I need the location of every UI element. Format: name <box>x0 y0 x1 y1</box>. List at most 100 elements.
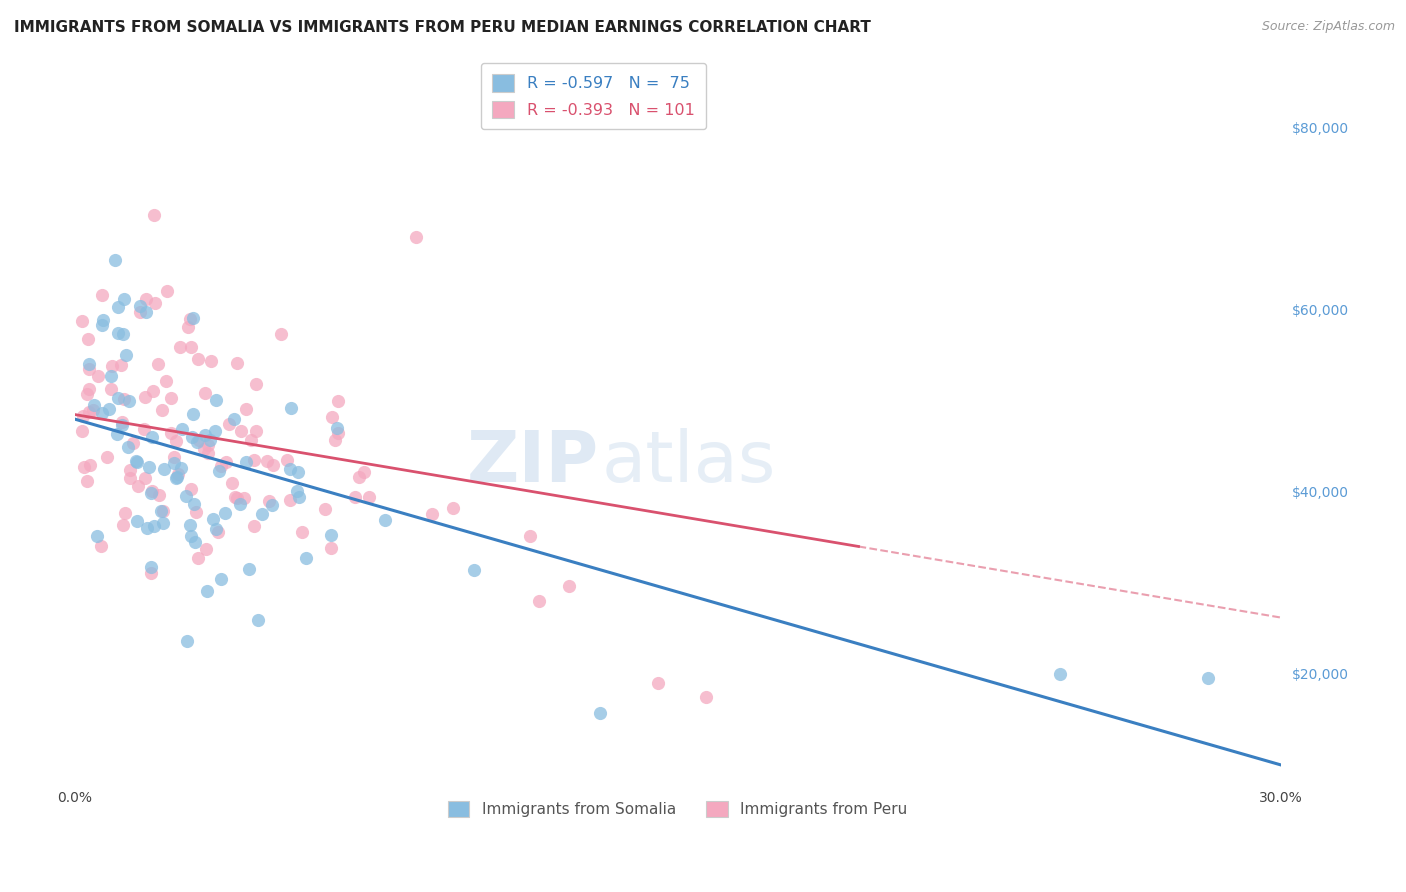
Point <box>205 392 228 407</box>
Point <box>150 403 173 417</box>
Point <box>246 613 269 627</box>
Point <box>77 405 100 419</box>
Point <box>180 482 202 496</box>
Point <box>344 490 367 504</box>
Point <box>150 503 173 517</box>
Point <box>405 230 427 244</box>
Point <box>127 479 149 493</box>
Point <box>90 318 112 332</box>
Point <box>155 374 177 388</box>
Point <box>235 454 257 468</box>
Point <box>160 391 183 405</box>
Point <box>91 312 114 326</box>
Point <box>83 398 105 412</box>
Point <box>229 425 252 439</box>
Point <box>198 434 221 448</box>
Point <box>194 385 217 400</box>
Point <box>1197 672 1219 686</box>
Point <box>347 470 370 484</box>
Point <box>76 387 98 401</box>
Point <box>239 433 262 447</box>
Point <box>207 524 229 539</box>
Point <box>179 312 201 326</box>
Point <box>1049 666 1071 681</box>
Point <box>200 354 222 368</box>
Point <box>143 208 166 222</box>
Point <box>118 393 141 408</box>
Point <box>146 357 169 371</box>
Point <box>107 326 129 340</box>
Point <box>186 505 208 519</box>
Point <box>238 562 260 576</box>
Point <box>359 490 381 504</box>
Point <box>209 572 232 586</box>
Point <box>174 489 197 503</box>
Point <box>176 633 198 648</box>
Point <box>87 368 110 383</box>
Point <box>100 359 122 374</box>
Point <box>142 518 165 533</box>
Point <box>527 594 550 608</box>
Legend: Immigrants from Somalia, Immigrants from Peru: Immigrants from Somalia, Immigrants from… <box>439 791 917 826</box>
Point <box>111 415 134 429</box>
Text: Source: ZipAtlas.com: Source: ZipAtlas.com <box>1261 20 1395 33</box>
Point <box>285 483 308 498</box>
Point <box>256 454 278 468</box>
Point <box>97 401 120 416</box>
Point <box>104 252 127 267</box>
Point <box>374 512 396 526</box>
Point <box>141 559 163 574</box>
Point <box>86 529 108 543</box>
Point <box>276 452 298 467</box>
Point <box>121 436 143 450</box>
Point <box>214 506 236 520</box>
Point <box>695 690 717 704</box>
Point <box>91 407 114 421</box>
Point <box>120 471 142 485</box>
Point <box>197 446 219 460</box>
Point <box>204 424 226 438</box>
Point <box>233 491 256 505</box>
Point <box>187 351 209 366</box>
Point <box>143 296 166 310</box>
Point <box>326 394 349 409</box>
Point <box>278 492 301 507</box>
Point <box>166 470 188 484</box>
Point <box>100 368 122 383</box>
Point <box>163 450 186 464</box>
Point <box>114 348 136 362</box>
Point <box>463 563 485 577</box>
Point <box>107 392 129 406</box>
Point <box>647 676 669 690</box>
Point <box>134 471 156 485</box>
Point <box>179 518 201 533</box>
Point <box>188 434 211 448</box>
Point <box>152 504 174 518</box>
Point <box>111 418 134 433</box>
Text: IMMIGRANTS FROM SOMALIA VS IMMIGRANTS FROM PERU MEDIAN EARNINGS CORRELATION CHAR: IMMIGRANTS FROM SOMALIA VS IMMIGRANTS FR… <box>14 20 870 35</box>
Point <box>169 340 191 354</box>
Point <box>90 539 112 553</box>
Point <box>187 550 209 565</box>
Point <box>224 490 246 504</box>
Point <box>252 507 274 521</box>
Point <box>270 326 292 341</box>
Point <box>314 502 336 516</box>
Point <box>194 427 217 442</box>
Point <box>142 384 165 398</box>
Point <box>420 507 443 521</box>
Point <box>325 421 347 435</box>
Point <box>588 706 610 721</box>
Text: ZIP: ZIP <box>467 428 599 497</box>
Point <box>72 409 94 423</box>
Point <box>129 299 152 313</box>
Point <box>120 462 142 476</box>
Point <box>152 462 174 476</box>
Point <box>218 417 240 432</box>
Point <box>141 430 163 444</box>
Point <box>295 551 318 566</box>
Point <box>321 541 343 555</box>
Point <box>172 422 194 436</box>
Point <box>152 516 174 531</box>
Point <box>321 528 343 542</box>
